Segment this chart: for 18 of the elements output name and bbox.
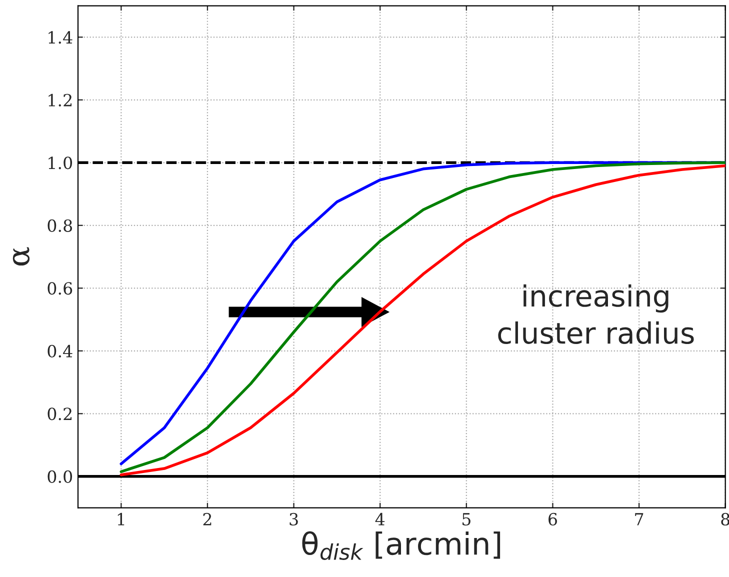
- x-tick-label: 6: [548, 512, 557, 526]
- y-tick-label: 0.4: [48, 344, 72, 358]
- x-axis-title: θ$_{disk}$ [arcmin]: [302, 531, 500, 560]
- x-tick-label: 1: [118, 512, 124, 526]
- y-tick-label: 1.2: [48, 94, 72, 106]
- y-axis-title: α: [12, 247, 30, 266]
- y-tick-label: 0.6: [48, 282, 72, 295]
- y-tick-label: 1.0: [48, 156, 72, 170]
- x-tick-label: 7: [635, 513, 644, 526]
- annotation: increasing cluster radius: [498, 284, 694, 344]
- y-tick-label: 0.2: [48, 408, 72, 420]
- x-tick-label: 5: [462, 513, 470, 526]
- y-tick-label: 1.4: [48, 31, 72, 44]
- x-tick-label: 2: [203, 512, 212, 526]
- y-tick-label: 0.0: [48, 470, 72, 483]
- x-tick-label: 4: [375, 512, 385, 526]
- y-tick-label: 0.8: [48, 219, 72, 232]
- x-tick-label: 3: [290, 512, 298, 526]
